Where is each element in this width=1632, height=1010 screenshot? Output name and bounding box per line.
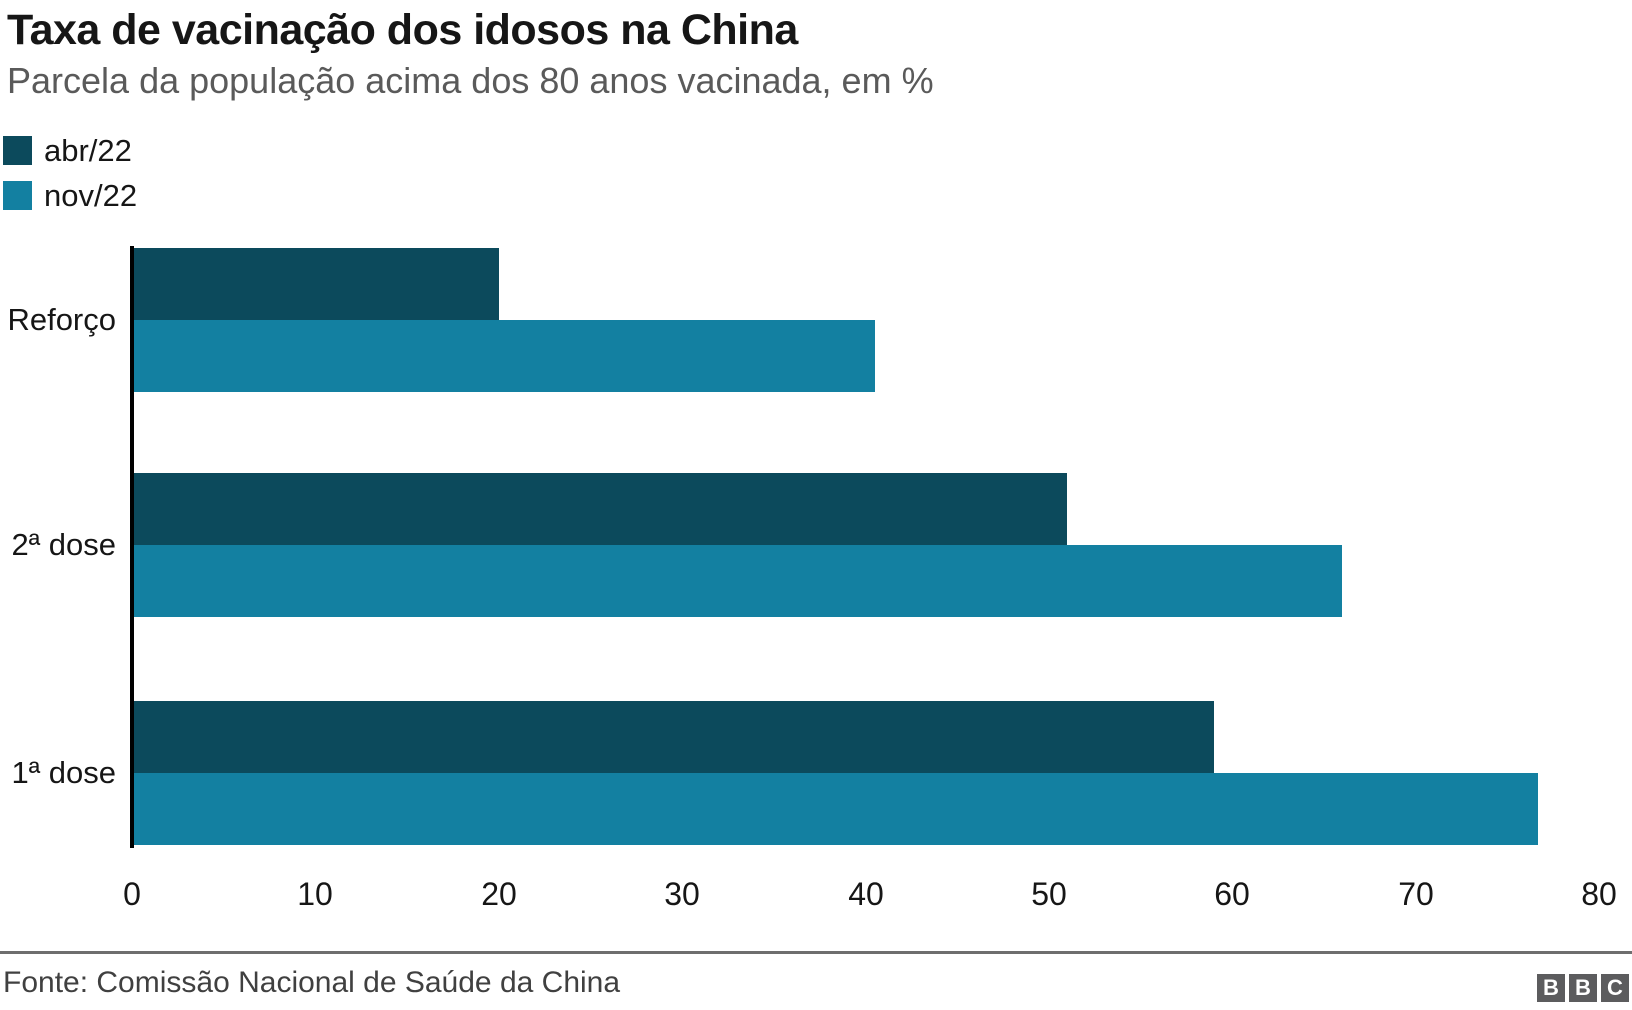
category-label: Reforço [7, 302, 116, 337]
y-axis-line [130, 246, 134, 848]
legend-label: abr/22 [44, 133, 132, 168]
x-tick-label: 20 [481, 876, 517, 912]
x-tick-label: 10 [297, 876, 333, 912]
x-tick-label: 40 [848, 876, 884, 912]
chart-title: Taxa de vacinação dos idosos na China [7, 6, 798, 54]
x-tick-label: 50 [1031, 876, 1067, 912]
legend-swatch [3, 181, 32, 210]
category-label: 2ª dose [11, 527, 116, 562]
legend: abr/22 nov/22 [3, 133, 138, 226]
source-text: Fonte: Comissão Nacional de Saúde da Chi… [3, 966, 621, 999]
legend-item: abr/22 [3, 133, 137, 168]
bar-abr/22-1ª dose [134, 701, 1214, 773]
bar-nov/22-2ª dose [134, 545, 1342, 617]
x-tick-label: 70 [1398, 876, 1434, 912]
legend-label: nov/22 [44, 178, 138, 213]
bar-abr/22-2ª dose [134, 473, 1067, 545]
bar-abr/22-Reforço [134, 248, 499, 320]
bbc-logo-block: B [1569, 974, 1597, 1002]
legend-item: nov/22 [3, 178, 138, 213]
bar-nov/22-Reforço [134, 320, 875, 392]
bbc-logo-block: B [1537, 974, 1565, 1002]
bar-nov/22-1ª dose [134, 773, 1538, 845]
x-tick-label: 80 [1581, 876, 1617, 912]
x-tick-label: 60 [1214, 876, 1250, 912]
category-label: 1ª dose [11, 755, 116, 790]
footer-divider [0, 951, 1632, 954]
bbc-logo-block: C [1601, 974, 1629, 1002]
chart-subtitle: Parcela da população acima dos 80 anos v… [7, 60, 934, 101]
x-tick-label: 30 [664, 876, 700, 912]
legend-swatch [3, 136, 32, 165]
x-tick-label: 0 [123, 876, 141, 912]
